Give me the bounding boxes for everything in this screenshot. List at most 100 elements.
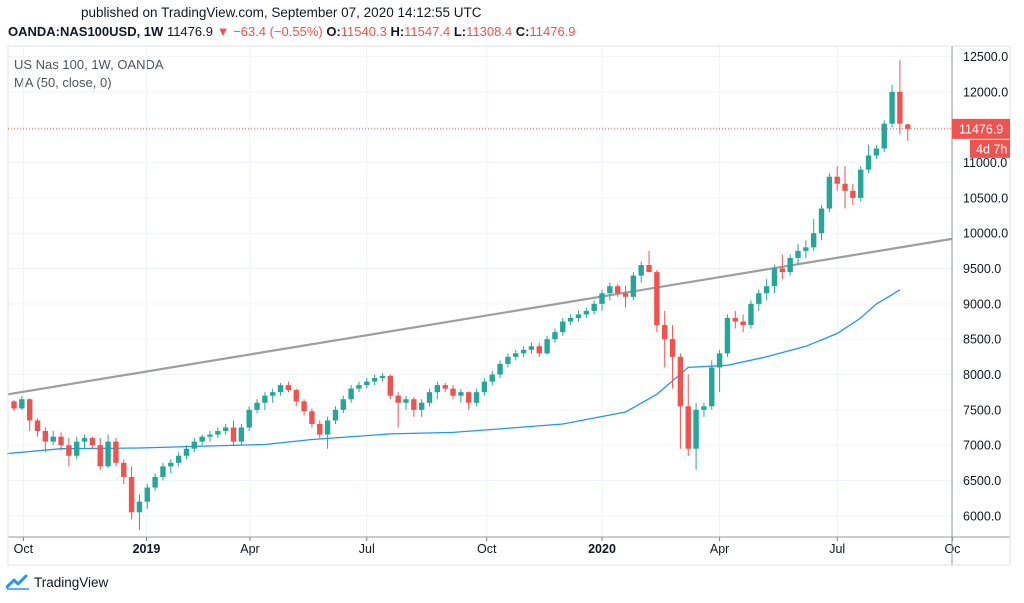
x-tick-label: Jul	[359, 542, 375, 556]
candle-body	[442, 385, 448, 389]
candle-body	[324, 420, 331, 435]
candle-body	[756, 293, 762, 304]
candle	[787, 254, 793, 276]
series-legend-title[interactable]: US Nas 100, 1W, OANDA	[14, 57, 164, 72]
candle	[168, 459, 174, 474]
symbol-name[interactable]: OANDA:NAS100USD, 1W	[8, 24, 164, 39]
indicator-legend[interactable]: MA (50, close, 0)	[14, 75, 112, 90]
candle-body	[128, 476, 135, 513]
candle-body	[763, 286, 770, 294]
candle	[418, 399, 425, 417]
candle	[348, 385, 354, 403]
y-tick-label: 11000.0	[963, 156, 1007, 170]
tradingview-brand: TradingView	[34, 574, 109, 590]
candle-body	[826, 176, 833, 209]
candle-body	[552, 332, 558, 340]
candle	[81, 434, 88, 449]
candle-body	[567, 317, 574, 322]
y-tick-label: 6500.0	[963, 474, 1001, 488]
candle-body	[536, 346, 542, 354]
y-tick-label: 10000.0	[963, 227, 1008, 241]
candle-body	[293, 390, 299, 402]
candle	[387, 374, 394, 400]
candle	[716, 349, 723, 393]
x-tick-label: Oct	[14, 542, 34, 556]
candle	[293, 388, 299, 407]
candle-body	[254, 402, 260, 410]
candle-body	[230, 427, 237, 442]
candle	[748, 300, 754, 329]
candle	[144, 484, 150, 509]
candle-body	[152, 476, 158, 488]
candle	[183, 445, 190, 460]
candle-body	[418, 402, 425, 410]
last-price: 11476.9	[166, 24, 213, 39]
candle-body	[685, 406, 691, 449]
candle	[662, 310, 668, 368]
candle-body	[489, 374, 495, 382]
x-tick-label: Jul	[829, 542, 845, 556]
candle	[238, 423, 245, 446]
candle	[818, 204, 825, 241]
candle	[450, 385, 456, 400]
candle-body	[858, 169, 864, 198]
candle-body	[528, 346, 535, 350]
candle-body	[724, 317, 731, 354]
candle	[199, 434, 205, 446]
candle-body	[614, 286, 621, 294]
candle-body	[810, 233, 817, 248]
candle	[434, 381, 441, 400]
candle-body	[795, 250, 801, 258]
candle-body	[81, 438, 88, 442]
tradingview-logo[interactable]: TradingView	[6, 574, 108, 590]
candle-body	[709, 367, 715, 407]
y-tick-label: 6000.0	[963, 509, 1001, 523]
candle-body	[97, 445, 103, 467]
candle-body	[42, 431, 49, 442]
candle	[905, 123, 911, 141]
candle	[685, 374, 691, 456]
candle	[513, 349, 519, 361]
price-change: −63.4 (−0.55%)	[233, 24, 323, 39]
candle	[105, 434, 111, 468]
candle-body	[34, 420, 41, 432]
candle	[677, 353, 684, 449]
candle-body	[238, 427, 245, 442]
candle-body	[575, 314, 582, 318]
candle-body	[74, 441, 80, 456]
close-label: C:	[515, 24, 530, 39]
candle	[74, 436, 80, 460]
candle	[246, 406, 252, 432]
candle	[724, 314, 731, 357]
candle-body	[466, 392, 472, 403]
candle-body	[105, 441, 111, 467]
candle-body	[654, 272, 660, 326]
candle-body	[175, 455, 182, 463]
candle-body	[544, 339, 550, 354]
candle-body	[481, 381, 488, 393]
candle	[113, 438, 119, 467]
candle-body	[646, 265, 652, 273]
candle-body	[889, 91, 895, 124]
candle-body	[332, 409, 339, 421]
y-tick-label: 9500.0	[963, 262, 1001, 276]
candle	[215, 427, 221, 439]
candle-body	[262, 395, 268, 403]
candle-body	[270, 392, 276, 396]
candle-body	[364, 381, 370, 386]
candle-body	[411, 399, 417, 410]
candle-body	[89, 438, 96, 446]
x-tick-label: 2020	[588, 542, 616, 556]
x-tick-label: Apr	[240, 542, 259, 556]
candle-body	[309, 411, 315, 424]
candle	[403, 395, 409, 410]
candle-body	[803, 247, 809, 251]
candle	[136, 494, 143, 530]
candle	[889, 84, 895, 128]
candle-body	[356, 385, 362, 389]
open-value: 11540.3	[340, 24, 387, 39]
candle-body	[144, 487, 150, 502]
candle	[340, 395, 346, 414]
candle	[395, 392, 401, 428]
